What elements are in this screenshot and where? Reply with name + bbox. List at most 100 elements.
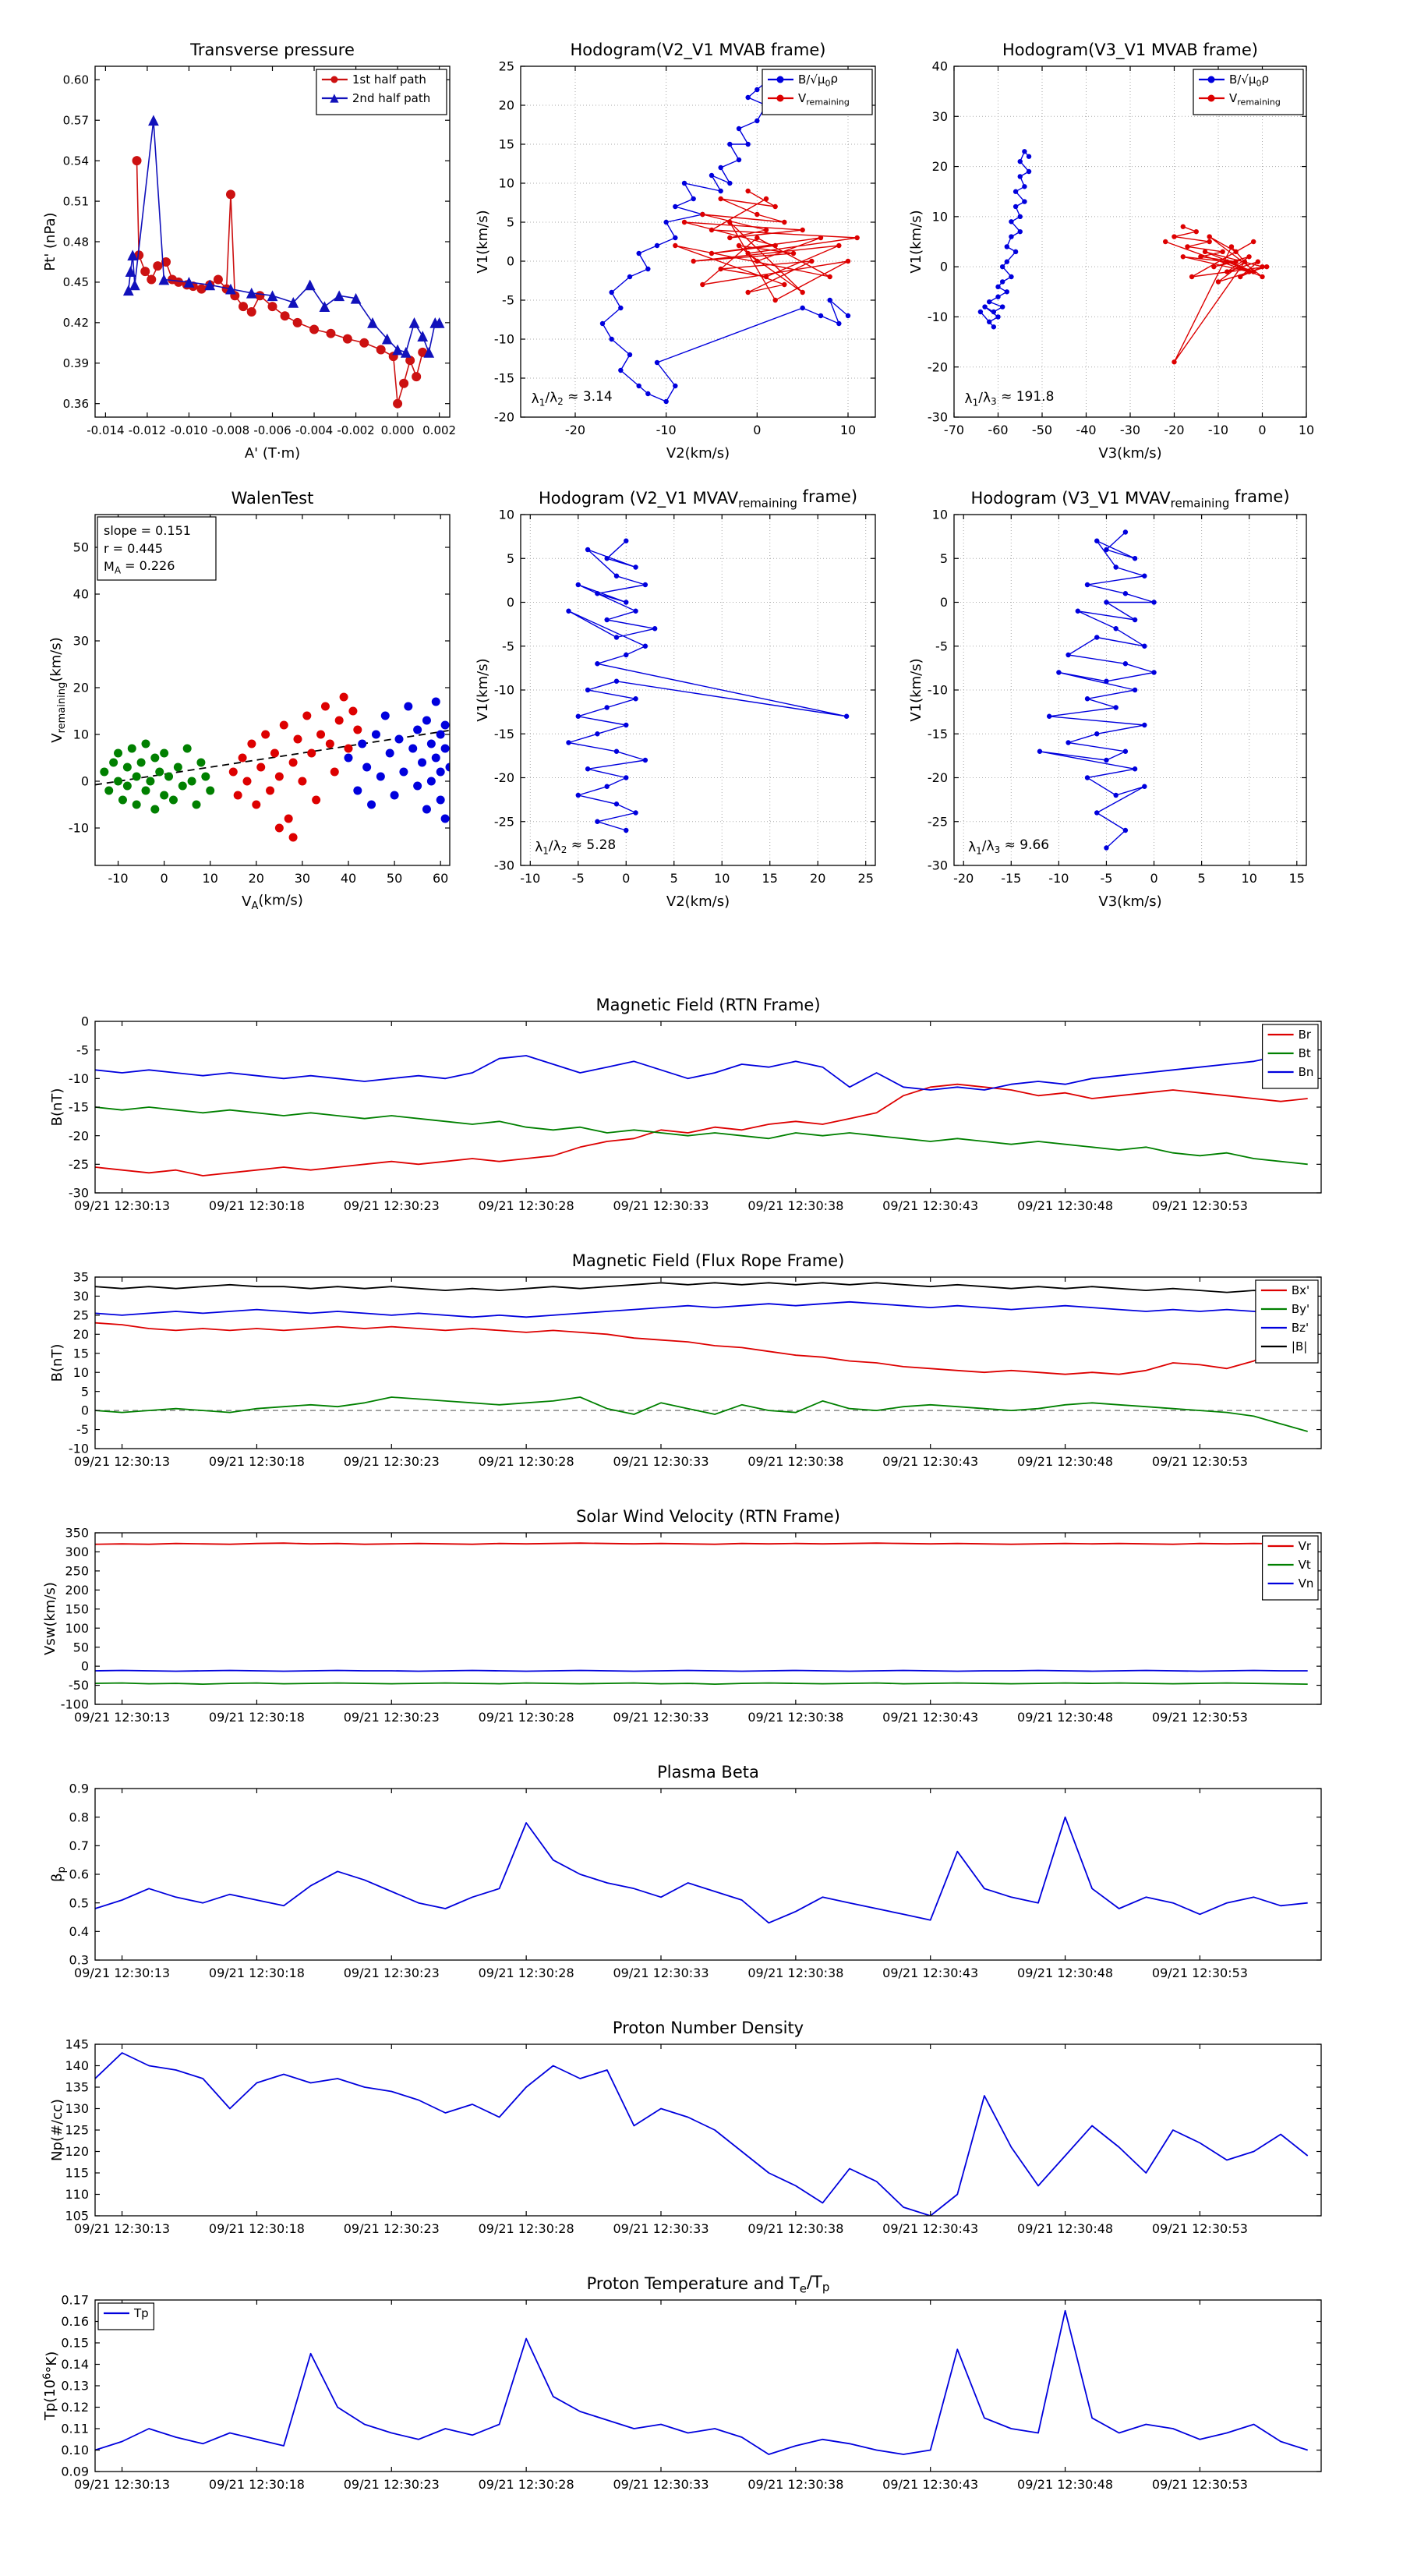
y-tick-label: -5: [935, 639, 948, 653]
x-tick-label: 0: [1150, 871, 1157, 886]
x-tick-label: 09/21 12:30:23: [344, 1710, 440, 1725]
x-tick-label: 09/21 12:30:18: [209, 1454, 305, 1469]
x-tick-label: 15: [762, 871, 778, 886]
y-tick-label: -15: [928, 727, 948, 741]
y-tick-label: 0.39: [63, 356, 89, 370]
x-tick-label: 09/21 12:30:38: [747, 1710, 843, 1725]
x-tick-label: 09/21 12:30:28: [479, 1454, 574, 1469]
y-tick-label: -25: [494, 814, 514, 829]
legend-label: Bn: [1299, 1065, 1314, 1079]
x-tick-label: 09/21 12:30:43: [882, 1966, 978, 1980]
y-tick-label: 20: [73, 1327, 89, 1342]
y-tick-label: -15: [69, 1100, 89, 1115]
walen-test-plot: -10 0 10 20 30 40 50 60 -10 0 10 20 30 40 50 WalenTest V…: [48, 489, 451, 912]
x-tick-label: 09/21 12:30:48: [1017, 2477, 1113, 2492]
x-tick-label: 09/21 12:30:23: [344, 1966, 440, 1980]
transverse-pressure-axes: [94, 65, 451, 418]
x-tick-label: -10: [656, 423, 677, 437]
x-tick-label: 09/21 12:30:53: [1152, 1710, 1248, 1725]
x-tick-label: 0: [161, 871, 168, 886]
y-tick-label: 0.17: [61, 2293, 89, 2308]
y-tick-label: -30: [928, 410, 948, 425]
y-tick-label: 0: [81, 1014, 89, 1029]
hodogram-v3v1-mvab-title: Hodogram(V3_V1 MVAB frame): [1002, 41, 1258, 60]
legend-label: 2nd half path: [352, 91, 430, 105]
x-tick-label: 09/21 12:30:23: [344, 1198, 440, 1213]
y-tick-label: -5: [502, 293, 514, 308]
x-tick-label: 09/21 12:30:18: [209, 2477, 305, 2492]
x-tick-label: -20: [1164, 423, 1184, 437]
y-tick-label: 0.14: [61, 2357, 89, 2372]
y-tick-label: 0: [81, 774, 89, 789]
x-tick-label: 09/21 12:30:33: [613, 1710, 709, 1725]
solar-wind-velocity-ylabel: Vsw(km/s): [42, 1582, 58, 1655]
walen-test-ylabel: Vremaining​(km/s): [48, 637, 68, 742]
y-tick-label: 0.5: [69, 1895, 89, 1910]
walen-test-xlabel: VA​(km/s): [242, 893, 303, 912]
y-tick-label: 40: [932, 59, 948, 74]
y-tick-label: 140: [65, 2058, 89, 2073]
hodogram-v2v1-mvav-xlabel: V2(km/s): [666, 893, 730, 910]
legend-box: [1255, 1279, 1319, 1364]
legend-label: 1st half path: [352, 73, 426, 87]
x-tick-label: 15: [1289, 871, 1305, 886]
y-tick-label: -30: [69, 1186, 89, 1201]
hodogram-v2v1-mvab-ylabel: V1(km/s): [475, 210, 491, 273]
y-tick-label: -10: [494, 332, 514, 347]
x-tick-label: -20: [953, 871, 974, 886]
x-tick-label: 09/21 12:30:48: [1017, 1454, 1113, 1469]
mag-field-fluxrope-axes: [94, 1276, 1322, 1449]
series-br: [95, 1083, 1308, 1177]
y-tick-label: 40: [73, 587, 89, 602]
hodogram-v2v1-mvab-plot: -20 -10 0 10 -20 -15 -10 -5 0 5 10 15 20 25 Hodogram(V…: [475, 41, 876, 462]
legend-label: Bx': [1292, 1283, 1309, 1297]
series-vremaining: [1163, 224, 1270, 365]
x-tick-label: 09/21 12:30:43: [882, 2477, 978, 2492]
y-tick-label: 0.7: [69, 1838, 89, 1853]
series-vr: [95, 1542, 1308, 1545]
x-tick-label: 09/21 12:30:23: [344, 2477, 440, 2492]
x-tick-label: -10: [108, 871, 128, 886]
proton-number-density-plot: 09/21 12:30:13 09/21 12:30:18 09/21 12:30:…: [49, 2019, 1322, 2236]
series-series1: [228, 692, 362, 842]
y-tick-label: -30: [494, 858, 514, 873]
y-tick-label: 30: [73, 634, 89, 649]
hodogram-v2v1-mvab-xlabel: V2(km/s): [666, 445, 730, 462]
y-tick-label: -50: [69, 1678, 89, 1693]
series-series0: [566, 538, 850, 833]
y-tick-label: 0: [507, 595, 514, 610]
x-tick-label: 40: [341, 871, 356, 886]
solar-wind-velocity-axes: [94, 1532, 1322, 1705]
mag-field-rtn-ylabel: B(nT): [49, 1088, 65, 1127]
y-tick-label: 0.6: [69, 1867, 89, 1882]
y-tick-label: -20: [928, 770, 948, 785]
y-tick-label: -10: [69, 1442, 89, 1456]
x-tick-label: -0.006: [253, 423, 291, 437]
y-tick-label: 30: [932, 109, 948, 124]
proton-number-density-axes: [94, 2043, 1322, 2217]
hodogram-v3v1-mvab-xlabel: V3(km/s): [1098, 445, 1161, 462]
y-tick-label: 145: [65, 2037, 89, 2052]
legend-label: B/√μ0​ρ: [1229, 72, 1269, 89]
y-tick-label: -20: [69, 1128, 89, 1143]
lambda-ratio-annotation: λ1​/λ2​ ≈ 3.14: [532, 389, 613, 409]
stats-line: slope = 0.151: [104, 523, 191, 538]
y-tick-label: 15: [499, 137, 514, 152]
x-tick-label: 09/21 12:30:18: [209, 1966, 305, 1980]
x-tick-label: 09/21 12:30:38: [747, 1454, 843, 1469]
series-vn: [95, 1669, 1308, 1672]
y-tick-label: 25: [499, 59, 514, 74]
x-tick-label: 09/21 12:30:43: [882, 1710, 978, 1725]
x-tick-label: -60: [988, 423, 1008, 437]
x-tick-label: 09/21 12:30:48: [1017, 1198, 1113, 1213]
proton-temperature-plot: 09/21 12:30:13 09/21 12:30:18 09/21 12:30:…: [42, 2273, 1322, 2492]
series--b-: [95, 1282, 1308, 1293]
series-tp: [95, 2309, 1308, 2455]
hodogram-v3v1-mvav-title: Hodogram (V3_V1 MVAVremaining​ frame): [970, 487, 1289, 510]
y-tick-label: 0.11: [61, 2422, 89, 2436]
x-tick-label: 30: [295, 871, 310, 886]
x-tick-label: 09/21 12:30:38: [747, 1966, 843, 1980]
y-tick-label: 0: [81, 1403, 89, 1418]
x-tick-label: -10: [520, 871, 540, 886]
